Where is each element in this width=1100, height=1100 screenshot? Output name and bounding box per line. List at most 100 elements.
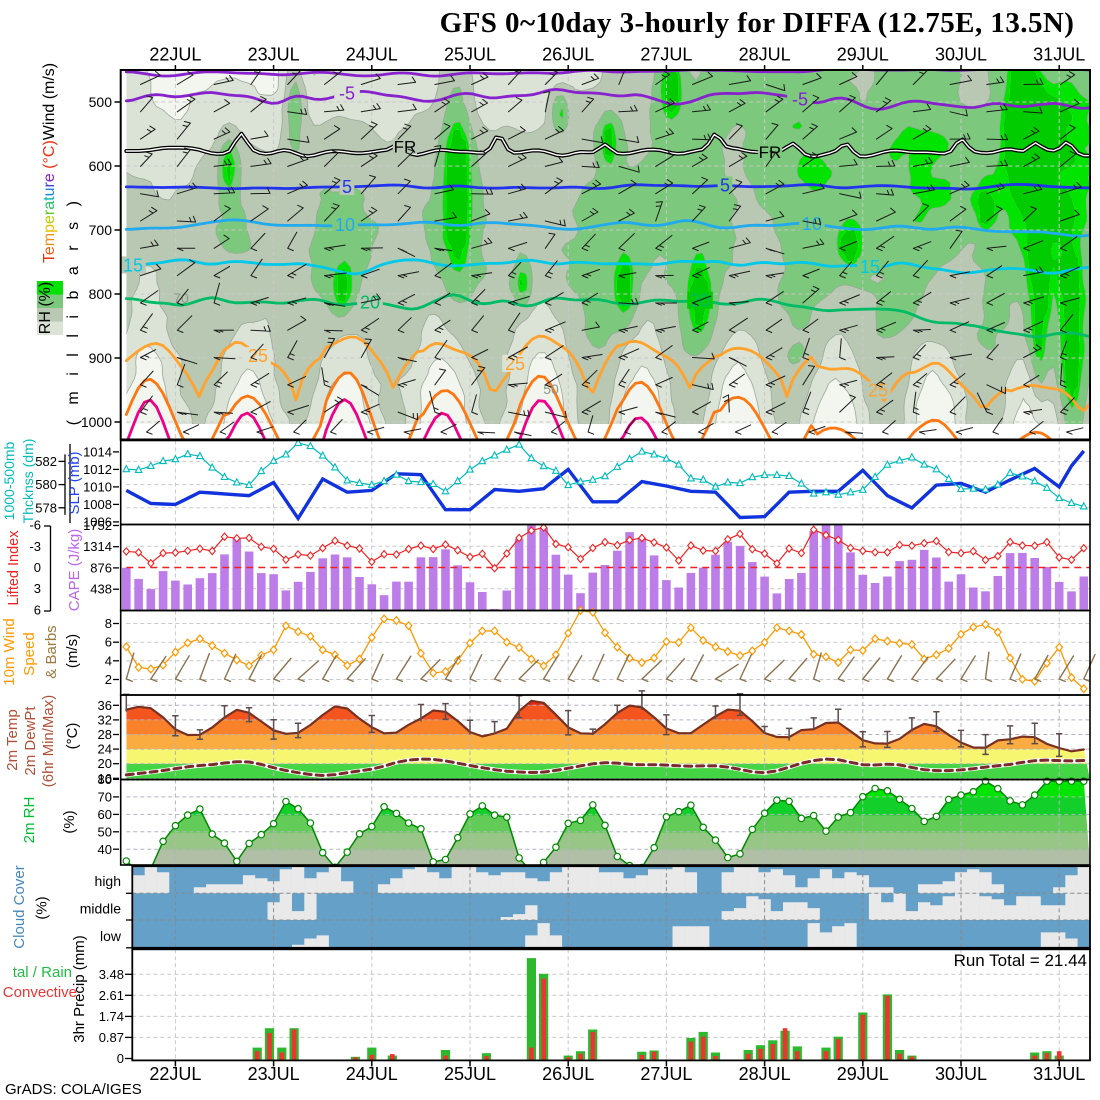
svg-text:31JUL: 31JUL bbox=[1033, 1064, 1085, 1084]
svg-text:(6hr Min/Max): (6hr Min/Max) bbox=[40, 695, 57, 788]
svg-text:GFS 0~10day 3-hourly for DIFFA: GFS 0~10day 3-hourly for DIFFA (12.75E, … bbox=[440, 7, 1075, 39]
svg-text:FR: FR bbox=[759, 143, 782, 162]
svg-text:3: 3 bbox=[34, 581, 41, 596]
svg-text:800: 800 bbox=[89, 286, 113, 302]
svg-text:80: 80 bbox=[98, 772, 112, 787]
svg-text:2m Temp: 2m Temp bbox=[4, 709, 21, 770]
svg-text:2m RH: 2m RH bbox=[21, 797, 38, 844]
svg-text:29JUL: 29JUL bbox=[837, 45, 889, 65]
svg-text:1000-500mb: 1000-500mb bbox=[1, 441, 17, 520]
svg-text:Cloud Cover: Cloud Cover bbox=[11, 865, 28, 948]
svg-text:2.61: 2.61 bbox=[99, 988, 124, 1003]
svg-text:30JUL: 30JUL bbox=[935, 45, 987, 65]
svg-text:GrADS: COLA/IGES: GrADS: COLA/IGES bbox=[5, 1081, 142, 1098]
svg-text:(°C): (°C) bbox=[64, 723, 81, 750]
svg-text:70: 70 bbox=[98, 789, 112, 804]
svg-text:1010: 1010 bbox=[83, 479, 112, 494]
svg-text:30JUL: 30JUL bbox=[935, 1064, 987, 1084]
svg-text:1752: 1752 bbox=[83, 518, 112, 533]
svg-text:(m/s): (m/s) bbox=[64, 634, 81, 668]
svg-text:2: 2 bbox=[105, 672, 112, 687]
svg-text:27JUL: 27JUL bbox=[640, 1064, 692, 1084]
svg-text:500: 500 bbox=[89, 94, 113, 110]
svg-text:25JUL: 25JUL bbox=[444, 45, 496, 65]
svg-text:1000: 1000 bbox=[81, 414, 112, 430]
svg-text:Thcknss (dm): Thcknss (dm) bbox=[20, 439, 36, 524]
svg-text:Temperature (°C)Wind (m/s): Temperature (°C)Wind (m/s) bbox=[41, 63, 58, 263]
svg-text:28JUL: 28JUL bbox=[739, 1064, 791, 1084]
svg-text:36: 36 bbox=[98, 698, 112, 713]
svg-text:(%): (%) bbox=[34, 896, 51, 919]
svg-text:-5: -5 bbox=[792, 90, 808, 110]
svg-text:1012: 1012 bbox=[83, 462, 112, 477]
svg-text:24JUL: 24JUL bbox=[346, 1064, 398, 1084]
svg-text:5: 5 bbox=[720, 176, 730, 196]
svg-text:6: 6 bbox=[105, 635, 112, 650]
svg-text:10: 10 bbox=[335, 215, 355, 235]
svg-text:16: 16 bbox=[98, 771, 112, 786]
svg-text:Lifted Index: Lifted Index bbox=[6, 530, 22, 606]
svg-text:50: 50 bbox=[98, 824, 112, 839]
svg-text:578: 578 bbox=[35, 500, 57, 515]
svg-text:20: 20 bbox=[98, 756, 112, 771]
svg-text:29JUL: 29JUL bbox=[837, 1064, 889, 1084]
svg-text:1006: 1006 bbox=[83, 514, 112, 529]
svg-text:24: 24 bbox=[98, 742, 112, 757]
svg-text:26JUL: 26JUL bbox=[542, 1064, 594, 1084]
svg-text:22JUL: 22JUL bbox=[149, 1064, 201, 1084]
svg-text:(%): (%) bbox=[61, 810, 78, 833]
svg-text:27JUL: 27JUL bbox=[640, 45, 692, 65]
svg-text:1014: 1014 bbox=[83, 444, 112, 459]
svg-text:15: 15 bbox=[123, 256, 143, 276]
svg-text:15: 15 bbox=[860, 257, 880, 277]
svg-text:28JUL: 28JUL bbox=[739, 45, 791, 65]
svg-text:CAPE (J/kg): CAPE (J/kg) bbox=[66, 529, 83, 612]
svg-text:1314: 1314 bbox=[83, 539, 112, 554]
svg-text:Convective: Convective bbox=[3, 984, 77, 1001]
svg-text:(millibars): (millibars) bbox=[65, 186, 82, 426]
svg-text:5: 5 bbox=[342, 177, 352, 197]
svg-text:25: 25 bbox=[248, 346, 268, 366]
svg-text:-3: -3 bbox=[29, 539, 41, 554]
svg-text:28: 28 bbox=[98, 727, 112, 742]
svg-text:876: 876 bbox=[90, 560, 112, 575]
svg-text:-5: -5 bbox=[339, 83, 355, 103]
svg-text:SLP (mb): SLP (mb) bbox=[66, 451, 83, 514]
svg-text:900: 900 bbox=[89, 350, 113, 366]
svg-text:-6: -6 bbox=[29, 518, 41, 533]
svg-text:23JUL: 23JUL bbox=[248, 45, 300, 65]
svg-text:50: 50 bbox=[543, 381, 559, 397]
svg-text:31JUL: 31JUL bbox=[1033, 45, 1085, 65]
svg-text:580: 580 bbox=[35, 477, 57, 492]
svg-text:700: 700 bbox=[89, 222, 113, 238]
svg-text:FR: FR bbox=[394, 137, 417, 156]
svg-text:10: 10 bbox=[802, 214, 822, 234]
svg-text:Speed: Speed bbox=[21, 632, 38, 675]
svg-text:3hr Precip (mm): 3hr Precip (mm) bbox=[71, 935, 88, 1043]
svg-text:25JUL: 25JUL bbox=[444, 1064, 496, 1084]
svg-text:10m Wind: 10m Wind bbox=[1, 618, 18, 686]
svg-text:25: 25 bbox=[505, 354, 525, 374]
svg-text:RH (%): RH (%) bbox=[37, 282, 54, 334]
svg-text:8: 8 bbox=[105, 616, 112, 631]
svg-text:2m DewPt: 2m DewPt bbox=[22, 706, 39, 776]
svg-text:3.48: 3.48 bbox=[99, 967, 124, 982]
svg-text:tal / Rain: tal / Rain bbox=[13, 964, 72, 981]
svg-text:32: 32 bbox=[98, 712, 112, 727]
svg-text:23JUL: 23JUL bbox=[248, 1064, 300, 1084]
svg-text:& Barbs: & Barbs bbox=[43, 625, 60, 678]
svg-text:600: 600 bbox=[89, 158, 113, 174]
svg-text:low: low bbox=[100, 928, 122, 944]
svg-text:0: 0 bbox=[34, 560, 41, 575]
svg-text:0.87: 0.87 bbox=[99, 1030, 124, 1045]
svg-text:60: 60 bbox=[98, 807, 112, 822]
svg-text:26JUL: 26JUL bbox=[542, 45, 594, 65]
svg-text:6: 6 bbox=[34, 603, 41, 618]
svg-text:438: 438 bbox=[90, 582, 112, 597]
svg-text:middle: middle bbox=[80, 901, 121, 917]
svg-text:22JUL: 22JUL bbox=[149, 45, 201, 65]
svg-text:1008: 1008 bbox=[83, 497, 112, 512]
svg-text:4: 4 bbox=[105, 653, 112, 668]
svg-text:1.74: 1.74 bbox=[99, 1009, 124, 1024]
svg-text:25: 25 bbox=[868, 381, 888, 401]
